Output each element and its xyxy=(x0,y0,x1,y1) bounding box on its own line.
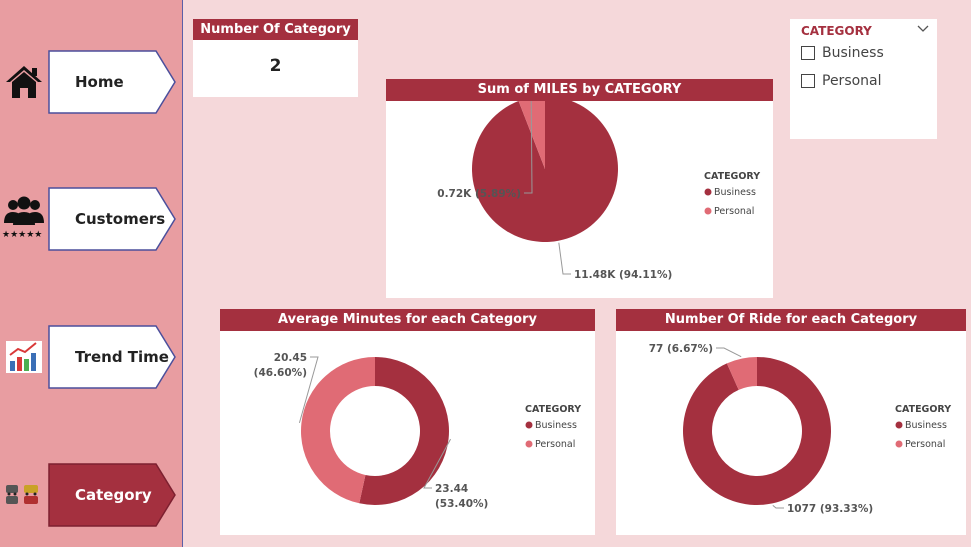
nav-label-home: Home xyxy=(75,73,124,91)
legend-item[interactable]: Business xyxy=(535,420,577,431)
trend-time-button[interactable]: Trend Time xyxy=(48,325,176,389)
chart-title: Sum of MILES by CATEGORY xyxy=(386,79,773,101)
leader-line xyxy=(524,101,533,194)
legend-item[interactable]: Personal xyxy=(535,439,575,450)
nav-item-customers[interactable]: ★★★★★ Customers xyxy=(0,185,182,255)
leader-line xyxy=(423,438,452,489)
legend-title: CATEGORY xyxy=(895,404,951,415)
nav-item-trend-time[interactable]: Trend Time xyxy=(0,323,182,393)
data-label: 20.45 xyxy=(274,352,307,364)
legend-marker xyxy=(525,421,533,429)
legend-marker xyxy=(704,207,712,215)
kpi-value: 2 xyxy=(269,56,282,76)
data-label: 11.48K (94.11%) xyxy=(574,269,672,281)
leader-line xyxy=(298,356,319,424)
chevron-down-icon[interactable] xyxy=(917,25,929,36)
kpi-title: Number Of Category xyxy=(193,19,358,40)
svg-text:★★★★★: ★★★★★ xyxy=(2,230,42,240)
checkbox[interactable] xyxy=(801,46,815,60)
legend-marker xyxy=(525,440,533,448)
data-label: 1077 (93.33%) xyxy=(787,503,873,515)
slicer-option-label: Business xyxy=(822,45,884,61)
slice-business[interactable] xyxy=(359,357,450,505)
legend-title: CATEGORY xyxy=(704,171,760,182)
data-label: (46.60%) xyxy=(254,367,307,379)
checkbox[interactable] xyxy=(801,74,815,88)
legend-marker xyxy=(895,421,903,429)
slice-business[interactable] xyxy=(472,101,618,242)
nav-label-category: Category xyxy=(75,486,152,504)
chart-title: Number Of Ride for each Category xyxy=(616,309,966,331)
home-icon xyxy=(2,60,46,104)
legend-marker xyxy=(895,440,903,448)
slice-personal[interactable] xyxy=(726,357,757,390)
legend-item[interactable]: Personal xyxy=(905,439,945,450)
legend-item[interactable]: Personal xyxy=(714,206,754,217)
data-label: 0.72K (5.89%) xyxy=(437,188,521,200)
miles-chart-card: Sum of MILES by CATEGORY 11.48K (94.11%)… xyxy=(386,79,773,298)
miles-pie-chart: 11.48K (94.11%) 0.72K (5.89%) CATEGORY Busi… xyxy=(437,101,760,281)
home-button[interactable]: Home xyxy=(48,50,176,114)
trend-chart-icon xyxy=(2,337,46,381)
customers-button[interactable]: Customers xyxy=(48,187,176,251)
category-slicer: CATEGORY Business Personal xyxy=(790,19,937,139)
sidebar: Home ★★★★★ Customers xyxy=(0,0,183,547)
leader-line xyxy=(772,504,784,509)
kpi-card: Number Of Category 2 xyxy=(193,19,358,97)
rides-chart-card: Number Of Ride for each Category 1077 (9… xyxy=(616,309,966,535)
legend-item[interactable]: Business xyxy=(905,420,947,431)
leader-line xyxy=(716,347,742,358)
slice-personal[interactable] xyxy=(301,357,375,504)
legend-title: CATEGORY xyxy=(525,404,581,415)
rides-donut-chart: 1077 (93.33%) 77 (6.67%) CATEGORY Business P… xyxy=(649,343,952,515)
legend-item[interactable]: Business xyxy=(714,187,756,198)
data-label: (53.40%) xyxy=(435,498,488,510)
nav-label-trend-time: Trend Time xyxy=(75,348,169,366)
leader-line xyxy=(558,242,571,275)
data-label: 77 (6.67%) xyxy=(649,343,713,355)
data-label: 23.44 xyxy=(435,483,468,495)
nav-label-customers: Customers xyxy=(75,210,166,228)
category-button[interactable]: Category xyxy=(48,463,176,527)
slice-business[interactable] xyxy=(683,357,831,505)
slicer-option-personal[interactable]: Personal xyxy=(801,71,882,91)
slicer-title: CATEGORY xyxy=(801,24,872,38)
chart-title: Average Minutes for each Category xyxy=(220,309,595,331)
customers-icon: ★★★★★ xyxy=(2,193,46,240)
minutes-chart-card: Average Minutes for each Category 23.44 (… xyxy=(220,309,595,535)
slicer-option-business[interactable]: Business xyxy=(801,43,884,63)
nav-item-home[interactable]: Home xyxy=(0,48,182,118)
minutes-donut-chart: 23.44 (53.40%) 20.45 (46.60%) CATEGORY Busine… xyxy=(254,352,582,510)
slicer-option-label: Personal xyxy=(822,73,882,89)
cars-icon xyxy=(2,479,46,523)
legend-marker xyxy=(704,188,712,196)
nav-item-category[interactable]: Category xyxy=(0,461,182,531)
